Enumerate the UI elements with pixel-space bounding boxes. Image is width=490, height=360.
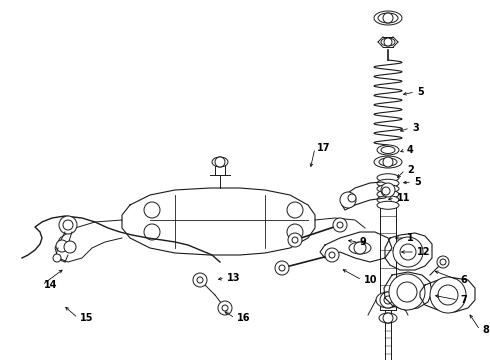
- Circle shape: [382, 187, 390, 195]
- Circle shape: [222, 305, 228, 311]
- Circle shape: [389, 274, 425, 310]
- Circle shape: [397, 282, 417, 302]
- Text: 8: 8: [482, 325, 489, 335]
- Ellipse shape: [377, 145, 399, 155]
- Circle shape: [354, 242, 366, 254]
- Circle shape: [381, 183, 395, 197]
- Text: 12: 12: [417, 247, 431, 257]
- Text: 11: 11: [397, 193, 411, 203]
- Text: 13: 13: [227, 273, 241, 283]
- Circle shape: [56, 240, 68, 252]
- Text: 15: 15: [80, 313, 94, 323]
- Text: 5: 5: [414, 177, 421, 187]
- Ellipse shape: [377, 179, 399, 187]
- Text: 7: 7: [460, 295, 467, 305]
- Text: 3: 3: [412, 123, 419, 133]
- Circle shape: [197, 277, 203, 283]
- Text: 5: 5: [417, 87, 424, 97]
- Ellipse shape: [377, 185, 399, 193]
- Ellipse shape: [349, 242, 371, 254]
- Circle shape: [333, 218, 347, 232]
- Text: 10: 10: [364, 275, 377, 285]
- Text: 6: 6: [460, 275, 467, 285]
- Circle shape: [440, 259, 446, 265]
- Text: 2: 2: [407, 165, 414, 175]
- Circle shape: [292, 237, 298, 243]
- Circle shape: [383, 313, 393, 323]
- Text: 16: 16: [237, 313, 250, 323]
- Ellipse shape: [374, 156, 402, 168]
- Circle shape: [63, 220, 73, 230]
- Circle shape: [383, 157, 393, 167]
- Circle shape: [329, 252, 335, 258]
- Ellipse shape: [378, 13, 398, 23]
- Circle shape: [287, 224, 303, 240]
- Circle shape: [64, 241, 76, 253]
- Ellipse shape: [377, 201, 399, 209]
- Ellipse shape: [377, 174, 399, 182]
- Circle shape: [400, 244, 416, 260]
- Circle shape: [287, 202, 303, 218]
- Ellipse shape: [381, 147, 395, 153]
- Circle shape: [438, 285, 458, 305]
- Ellipse shape: [376, 292, 400, 308]
- Ellipse shape: [377, 196, 399, 204]
- Circle shape: [384, 38, 392, 46]
- Text: 1: 1: [407, 233, 414, 243]
- Text: 17: 17: [317, 143, 330, 153]
- Circle shape: [144, 224, 160, 240]
- Circle shape: [288, 233, 302, 247]
- Circle shape: [275, 261, 289, 275]
- Circle shape: [144, 202, 160, 218]
- Text: 9: 9: [360, 237, 367, 247]
- Circle shape: [325, 248, 339, 262]
- Ellipse shape: [377, 190, 399, 198]
- Circle shape: [384, 296, 392, 304]
- Text: 4: 4: [407, 145, 414, 155]
- Ellipse shape: [381, 38, 395, 46]
- Circle shape: [380, 292, 396, 308]
- Circle shape: [393, 237, 423, 267]
- Circle shape: [279, 265, 285, 271]
- Circle shape: [383, 13, 393, 23]
- Circle shape: [340, 192, 356, 208]
- Circle shape: [348, 194, 356, 202]
- Circle shape: [337, 222, 343, 228]
- Ellipse shape: [379, 313, 397, 323]
- Ellipse shape: [374, 11, 402, 25]
- Circle shape: [53, 254, 61, 262]
- Circle shape: [437, 256, 449, 268]
- Text: 14: 14: [44, 280, 57, 290]
- Ellipse shape: [212, 157, 228, 167]
- Circle shape: [215, 157, 225, 167]
- Circle shape: [218, 301, 232, 315]
- Ellipse shape: [379, 158, 397, 166]
- Circle shape: [430, 277, 466, 313]
- Circle shape: [59, 216, 77, 234]
- Circle shape: [193, 273, 207, 287]
